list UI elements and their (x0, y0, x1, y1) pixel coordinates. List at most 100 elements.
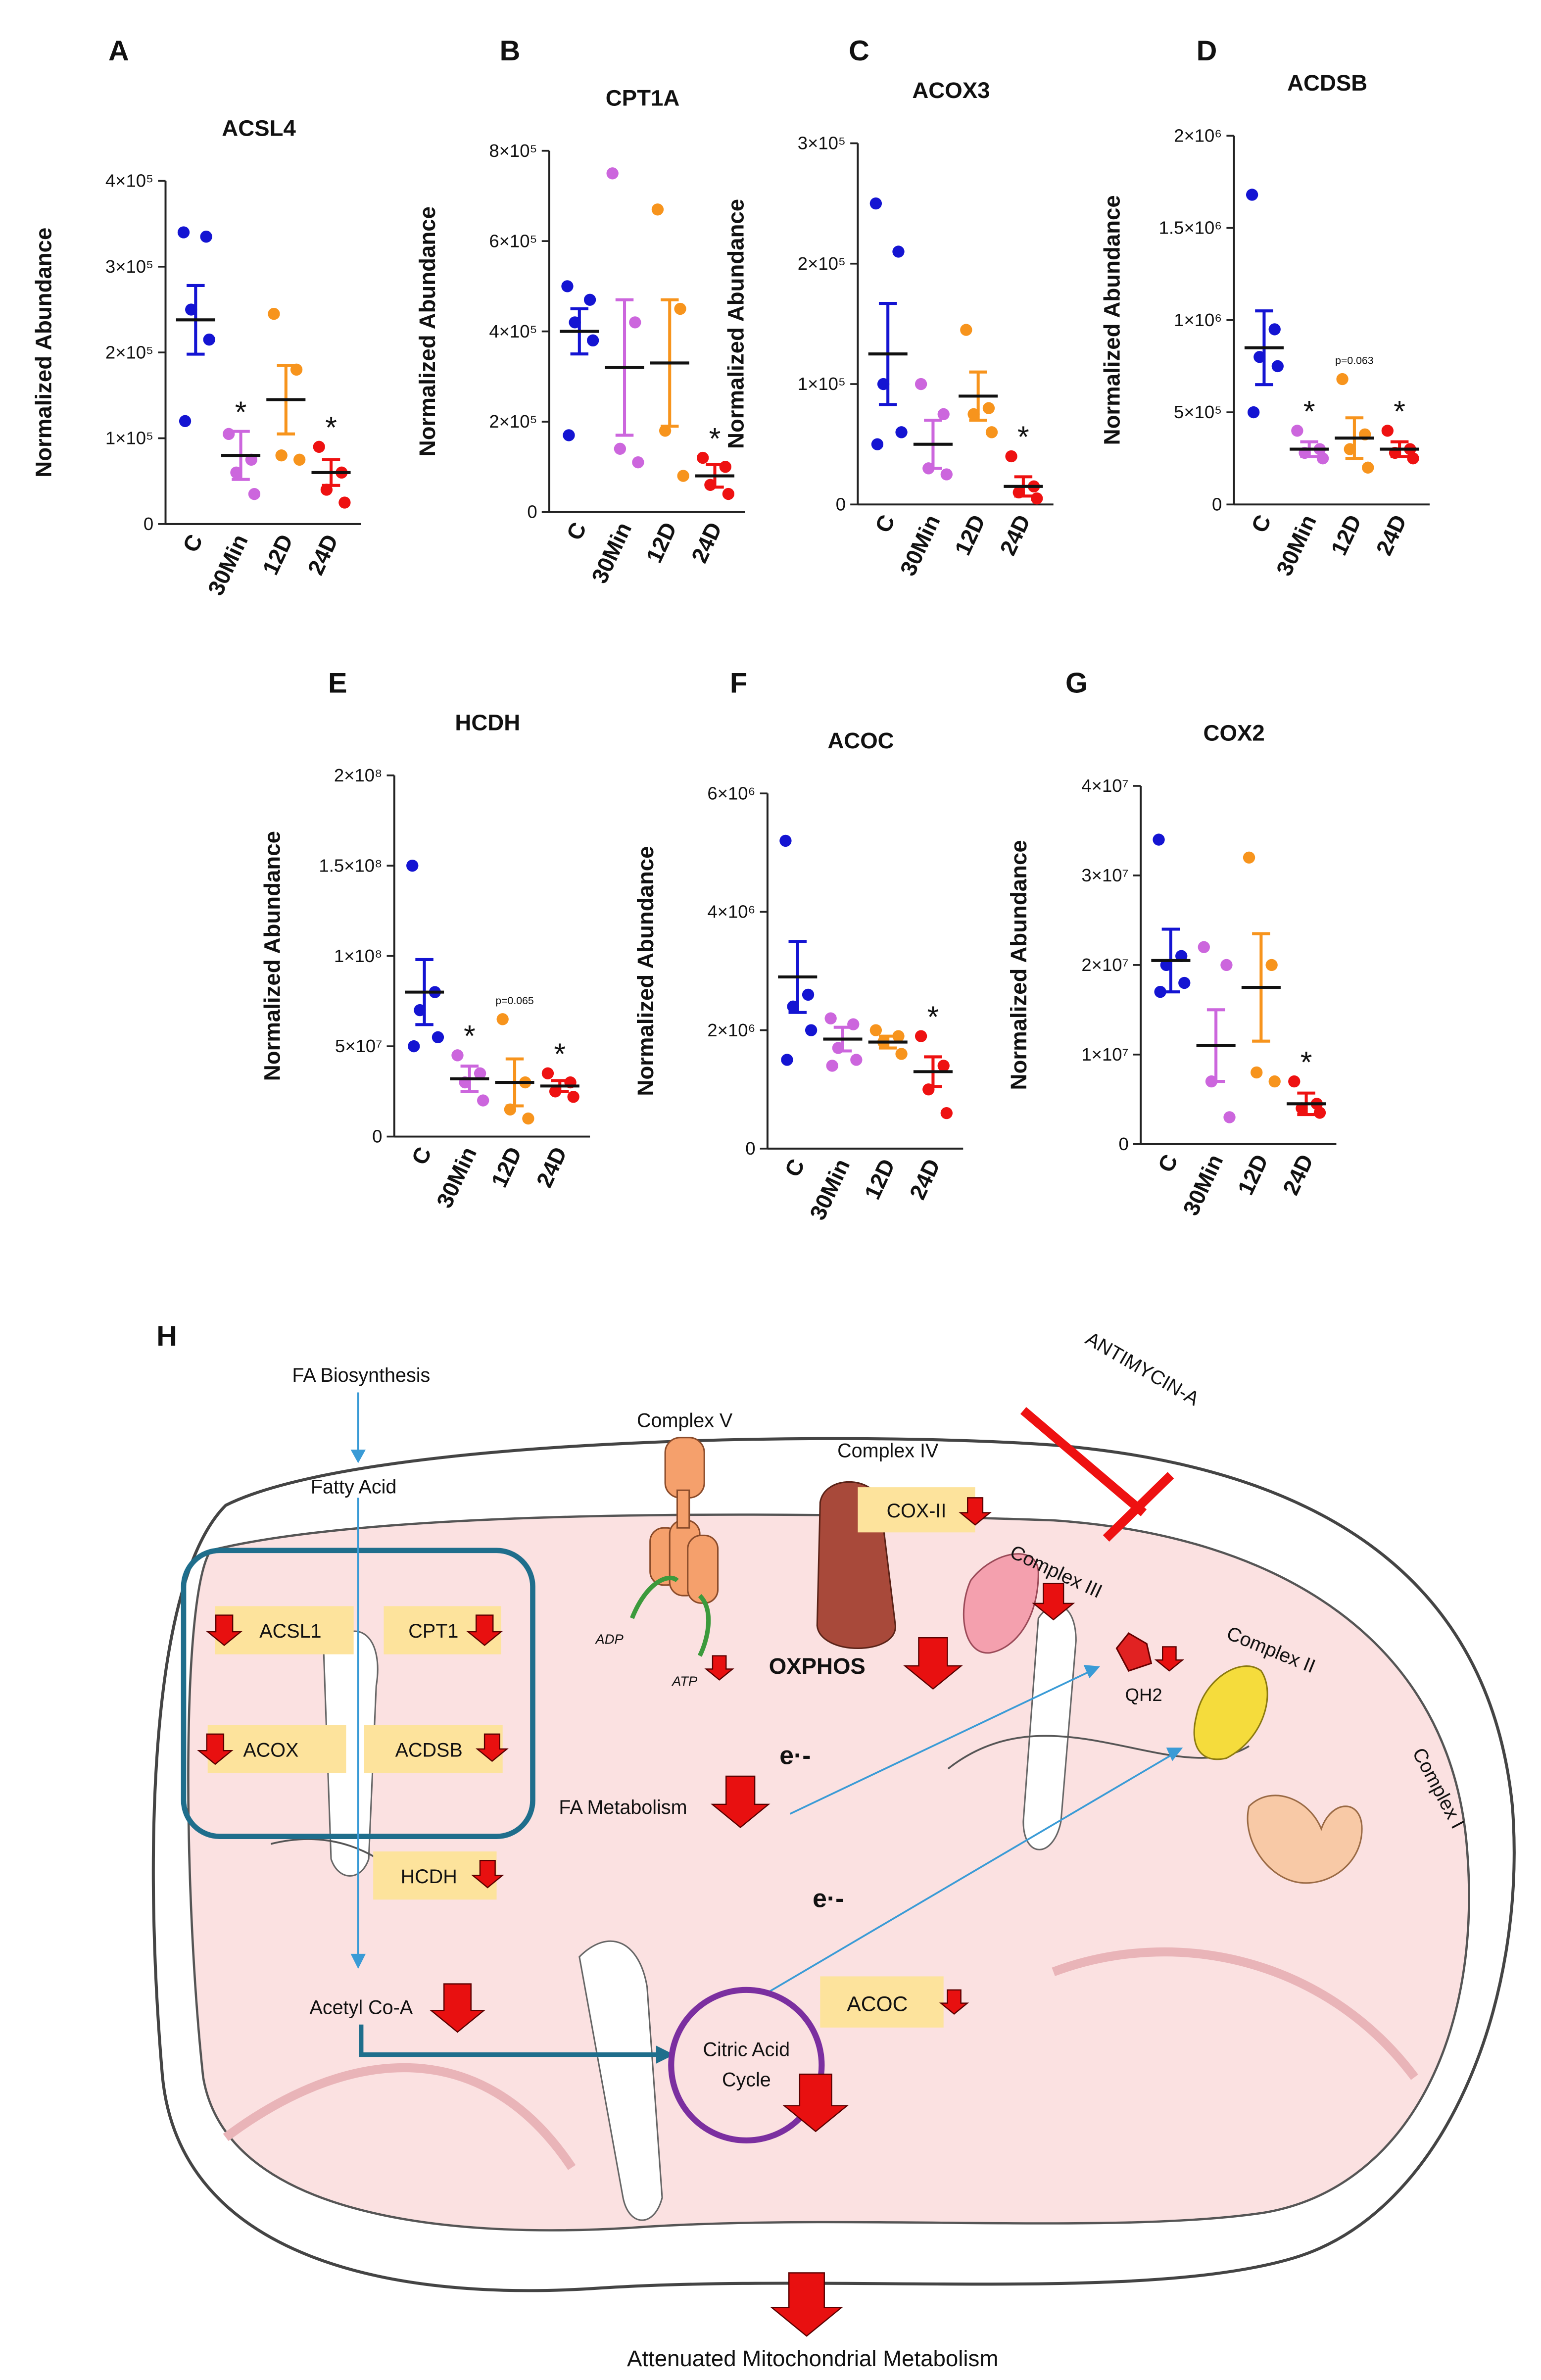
chart-panel: C ACOX3 Normalized Abundance 0 1×10⁵ 2×10⁵ 3×1… (723, 35, 1054, 580)
complex-part (687, 1534, 719, 1604)
data-dot (567, 1091, 579, 1103)
significance-label: * (1394, 394, 1405, 428)
complex-ii (1193, 1665, 1268, 1760)
data-dot (200, 231, 212, 243)
label: Complex IV (837, 1440, 939, 1461)
data-dot (541, 1067, 554, 1079)
y-tick-label: 3×10⁵ (105, 256, 153, 277)
data-dot (826, 1060, 838, 1072)
y-tick-label: 0 (1118, 1134, 1128, 1154)
significance-label: * (1303, 394, 1315, 428)
data-dot (1407, 452, 1419, 465)
flow-arrow (359, 2024, 659, 2057)
data-dot (248, 488, 261, 500)
panel-label: G (1065, 667, 1088, 699)
enzyme-box (215, 1606, 354, 1654)
decrease-arrow (782, 2073, 849, 2133)
decrease-arrow (959, 1497, 992, 1526)
citric-acid-cycle (668, 1987, 825, 2143)
data-dot (496, 1013, 509, 1025)
data-dot (1198, 941, 1210, 953)
data-dot (722, 487, 735, 500)
y-axis-label: Normalized Abundance (633, 846, 658, 1096)
chart-panel: G COX2 Normalized Abundance 0 1×10⁷ 2×10⁷ 3×10… (1006, 667, 1337, 1219)
significance-label: * (927, 1000, 939, 1033)
data-dot (1248, 406, 1260, 419)
data-dot (871, 438, 884, 450)
electron-label: e·- (779, 1741, 811, 1770)
y-axis-label: Normalized Abundance (1100, 195, 1125, 445)
decrease-arrow (770, 2272, 843, 2337)
decrease-arrow (939, 1989, 969, 2015)
data-dot (1243, 851, 1255, 864)
complex-part (664, 1437, 705, 1499)
y-axis-label: Normalized Abundance (415, 206, 440, 456)
chart-title: ACOX3 (912, 78, 990, 103)
matrix-fold (223, 2063, 576, 2170)
data-dot (451, 1049, 464, 1062)
data-dot (719, 461, 731, 473)
data-dot (614, 442, 626, 455)
data-dot (1153, 833, 1165, 846)
y-tick-label: 0 (745, 1138, 755, 1159)
enzyme-label: CPT1 (408, 1620, 458, 1642)
decrease-arrow (903, 1637, 963, 1690)
data-dot (850, 1054, 863, 1066)
data-dot (583, 293, 596, 306)
electron-label: e·- (813, 1884, 844, 1913)
data-dot (1381, 425, 1394, 437)
panel-label: B (500, 35, 521, 67)
enzyme-label: ACDSB (395, 1739, 463, 1761)
outcome-label: Attenuated Mitochondrial Metabolism (627, 2346, 998, 2371)
chart-panel: F ACOC Normalized Abundance 0 2×10⁶ 4×10⁶ 6×10… (633, 667, 963, 1224)
enzyme-label: ACSL1 (259, 1620, 321, 1642)
y-tick-label: 1×10⁶ (1174, 310, 1222, 330)
matrix-fold (1052, 1947, 1418, 2080)
y-tick-label: 4×10⁶ (707, 902, 755, 922)
chart-title: ACOC (827, 728, 894, 753)
label: Fatty Acid (311, 1476, 396, 1498)
panel-label: D (1197, 35, 1217, 67)
data-dot (1291, 425, 1303, 437)
enzyme-box (820, 1976, 944, 2028)
data-dot (223, 428, 235, 440)
significance-label: * (1300, 1045, 1312, 1079)
enzyme-label: ACOC (847, 1992, 908, 2016)
y-tick-label: 2×10⁷ (1081, 955, 1128, 975)
data-dot (1288, 1075, 1300, 1088)
decrease-arrow (466, 1614, 503, 1646)
data-dot (406, 859, 419, 872)
data-dot (432, 1031, 444, 1044)
complex-v (629, 1437, 719, 1657)
decrease-arrow (475, 1733, 509, 1762)
data-dot (1251, 1066, 1263, 1079)
panel-label: E (328, 667, 347, 699)
data-dot (474, 1067, 486, 1079)
decrease-arrow (710, 1775, 770, 1828)
y-tick-label: 6×10⁶ (707, 783, 755, 803)
arrow-head (350, 1953, 366, 1969)
y-tick-label: 1.5×10⁶ (1159, 218, 1222, 238)
y-tick-label: 0 (372, 1126, 382, 1147)
quinol (1115, 1632, 1153, 1672)
data-dot (805, 1024, 818, 1036)
chart-title: ACDSB (1287, 70, 1367, 96)
enzyme-label: HCDH (401, 1866, 457, 1888)
data-dot (915, 378, 927, 390)
y-tick-label: 4×10⁵ (489, 321, 537, 341)
arrow-head (1166, 1748, 1183, 1761)
y-tick-label: 3×10⁷ (1081, 865, 1128, 885)
data-dot (563, 429, 575, 441)
arrow-head (656, 2045, 674, 2064)
significance-label: p=0.065 (495, 995, 533, 1007)
decrease-arrow (1032, 1583, 1075, 1621)
data-dot (895, 426, 908, 438)
label: ATP (671, 1674, 698, 1689)
data-dot (1271, 360, 1284, 373)
data-dot (940, 468, 953, 481)
data-dot (985, 426, 998, 438)
y-tick-label: 1×10⁵ (798, 374, 846, 394)
label: OXPHOS (769, 1653, 866, 1679)
data-dot (677, 470, 689, 482)
